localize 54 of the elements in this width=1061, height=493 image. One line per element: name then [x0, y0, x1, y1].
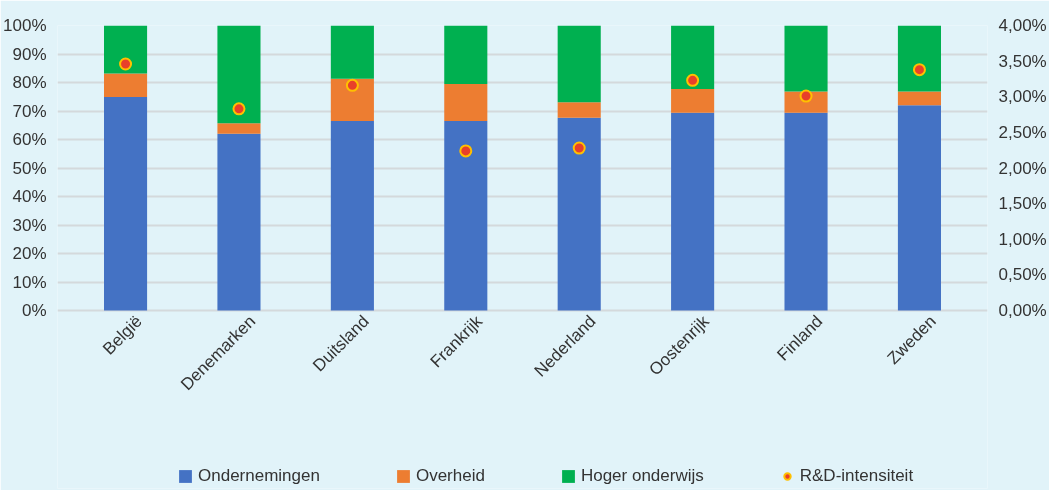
bar — [671, 25, 715, 90]
point — [459, 144, 473, 158]
y-tick-label: 30% — [12, 215, 47, 235]
y2-tick-label: 2,00% — [998, 158, 1047, 178]
bar — [557, 25, 601, 103]
bar — [784, 25, 828, 92]
y2-tick-label: 1,00% — [998, 229, 1047, 249]
bar — [104, 25, 148, 74]
point — [572, 141, 586, 155]
bar — [217, 25, 261, 124]
bar — [897, 91, 941, 106]
point — [912, 63, 926, 77]
y2-tick-label: 2,50% — [998, 122, 1047, 142]
point — [119, 57, 133, 71]
y2-tick-label: 3,00% — [998, 87, 1047, 107]
bar — [330, 78, 374, 121]
y-tick-label: 80% — [12, 73, 47, 92]
bar — [784, 112, 828, 311]
y-tick-label: 40% — [12, 187, 47, 206]
legend-label: Hoger onderwijs — [580, 466, 704, 486]
legend-label: R&D-intensiteit — [799, 466, 914, 486]
y2-tick-label: 1,50% — [998, 194, 1047, 214]
bar — [217, 123, 261, 134]
bar — [671, 89, 715, 113]
bar — [444, 120, 488, 311]
bar — [444, 25, 488, 84]
legend-label: Overheid — [415, 466, 485, 486]
bar — [444, 83, 488, 121]
y-tick-label: 0% — [21, 301, 47, 320]
bar — [897, 25, 941, 92]
bar — [557, 102, 601, 118]
y-tick-label: 50% — [12, 158, 47, 178]
bar — [557, 117, 601, 311]
y-tick-label: 70% — [12, 101, 47, 121]
y-tick-label: 100% — [3, 16, 47, 35]
bar — [217, 133, 261, 311]
bar — [104, 73, 148, 98]
y2-tick-label: 0,50% — [998, 265, 1047, 285]
legend-label: Ondernemingen — [198, 466, 320, 486]
point — [345, 78, 359, 92]
point — [686, 73, 700, 87]
y-tick-label: 20% — [12, 244, 47, 263]
bar — [671, 112, 715, 311]
y-tick-label: 10% — [12, 272, 47, 292]
y-tick-label: 90% — [12, 44, 47, 64]
y2-tick-label: 4,00% — [998, 16, 1047, 35]
bar — [104, 97, 148, 311]
bar — [897, 105, 941, 311]
y-tick-label: 60% — [12, 130, 47, 149]
bar — [330, 120, 374, 311]
y2-tick-label: 0,00% — [998, 301, 1047, 320]
bar — [330, 25, 374, 79]
point — [232, 102, 246, 116]
y2-tick-label: 3,50% — [998, 51, 1047, 71]
